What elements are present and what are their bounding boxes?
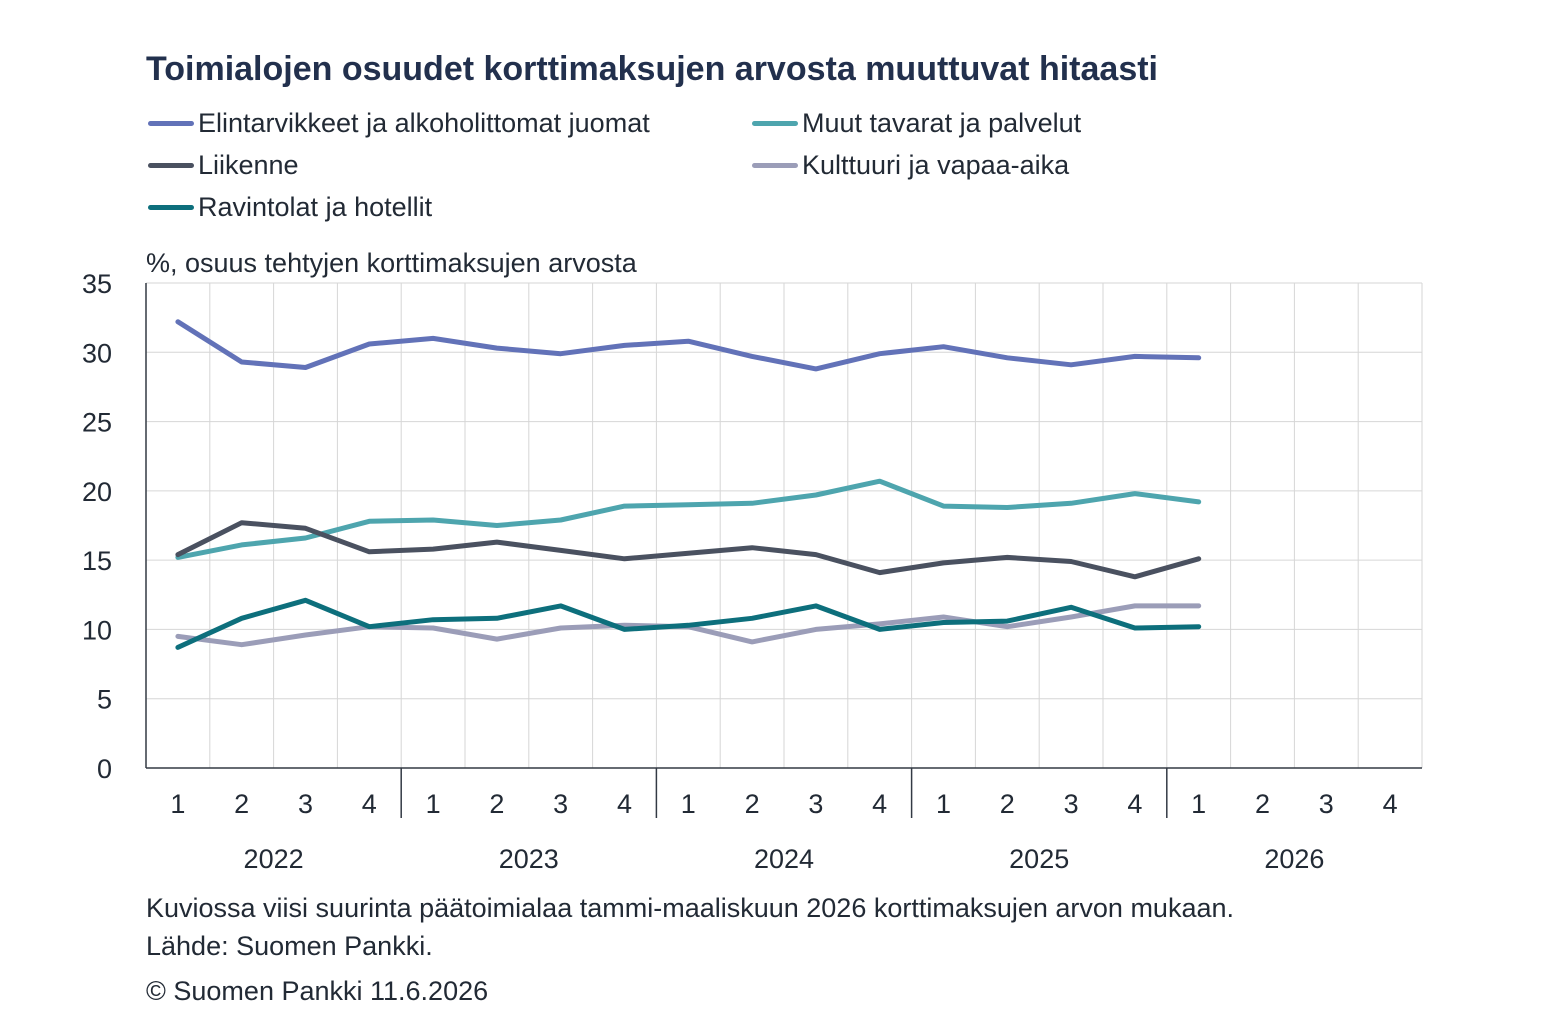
y-tick-label: 25 — [82, 408, 112, 438]
footnote-description: Kuviossa viisi suurinta päätoimialaa tam… — [146, 893, 1235, 923]
legend-swatch — [148, 163, 194, 168]
x-tick-label-quarter: 1 — [170, 789, 185, 819]
x-tick-label-quarter: 3 — [298, 789, 313, 819]
legend-swatch — [752, 121, 798, 126]
x-tick-label-quarter: 1 — [681, 789, 696, 819]
x-tick-label-year: 2026 — [1264, 844, 1324, 874]
footnote-source: Lähde: Suomen Pankki. — [146, 931, 433, 961]
x-tick-label-quarter: 3 — [1064, 789, 1079, 819]
x-tick-label-year: 2024 — [754, 844, 814, 874]
x-tick-label-quarter: 4 — [872, 789, 887, 819]
legend-label: Liikenne — [198, 150, 299, 180]
x-tick-label-quarter: 4 — [1127, 789, 1142, 819]
x-tick-label-quarter: 2 — [489, 789, 504, 819]
x-tick-label-quarter: 3 — [1319, 789, 1334, 819]
legend-swatch — [148, 121, 194, 126]
y-axis-unit-label: %, osuus tehtyjen korttimaksujen arvosta — [146, 248, 637, 278]
series-line-2 — [175, 520, 1202, 580]
chart-title: Toimialojen osuudet korttimaksujen arvos… — [146, 50, 1158, 88]
x-tick-label-quarter: 2 — [1000, 789, 1015, 819]
legend-item-muut: Muut tavarat ja palvelut — [752, 108, 1081, 139]
x-tick-label-quarter: 1 — [936, 789, 951, 819]
x-tick-label-quarter: 3 — [808, 789, 823, 819]
legend-item-kulttuuri: Kulttuuri ja vapaa-aika — [752, 150, 1069, 181]
footnote-copyright: © Suomen Pankki 11.6.2026 — [146, 976, 489, 1006]
x-tick-label-quarter: 1 — [426, 789, 441, 819]
x-tick-label-quarter: 4 — [617, 789, 632, 819]
series-line-1 — [175, 478, 1202, 560]
y-tick-label: 35 — [82, 269, 112, 299]
x-tick-label-quarter: 1 — [1191, 789, 1206, 819]
x-tick-label-quarter: 2 — [745, 789, 760, 819]
y-tick-label: 20 — [82, 477, 112, 507]
legend-label: Kulttuuri ja vapaa-aika — [802, 150, 1070, 180]
x-tick-label-quarter: 3 — [553, 789, 568, 819]
legend-item-ravintolat: Ravintolat ja hotellit — [148, 192, 432, 223]
x-tick-label-year: 2022 — [244, 844, 304, 874]
x-tick-label-year: 2023 — [499, 844, 559, 874]
legend-label: Muut tavarat ja palvelut — [802, 108, 1082, 138]
legend-item-liikenne: Liikenne — [148, 150, 299, 181]
legend-label: Elintarvikkeet ja alkoholittomat juomat — [198, 108, 650, 138]
x-tick-label-quarter: 4 — [362, 789, 377, 819]
legend-item-elintarvikkeet: Elintarvikkeet ja alkoholittomat juomat — [148, 108, 650, 139]
series-line-4 — [175, 597, 1202, 650]
y-tick-label: 15 — [82, 546, 112, 576]
y-tick-label: 0 — [97, 754, 112, 784]
y-tick-label: 5 — [97, 685, 112, 715]
y-tick-label: 10 — [82, 615, 112, 645]
x-tick-label-quarter: 2 — [234, 789, 249, 819]
x-tick-label-quarter: 2 — [1255, 789, 1270, 819]
legend-label: Ravintolat ja hotellit — [198, 192, 433, 222]
series-line-0 — [175, 319, 1202, 372]
legend-swatch — [148, 205, 194, 210]
x-tick-label-quarter: 4 — [1383, 789, 1398, 819]
y-tick-label: 30 — [82, 338, 112, 368]
x-tick-label-year: 2025 — [1009, 844, 1069, 874]
legend-swatch — [752, 163, 798, 168]
